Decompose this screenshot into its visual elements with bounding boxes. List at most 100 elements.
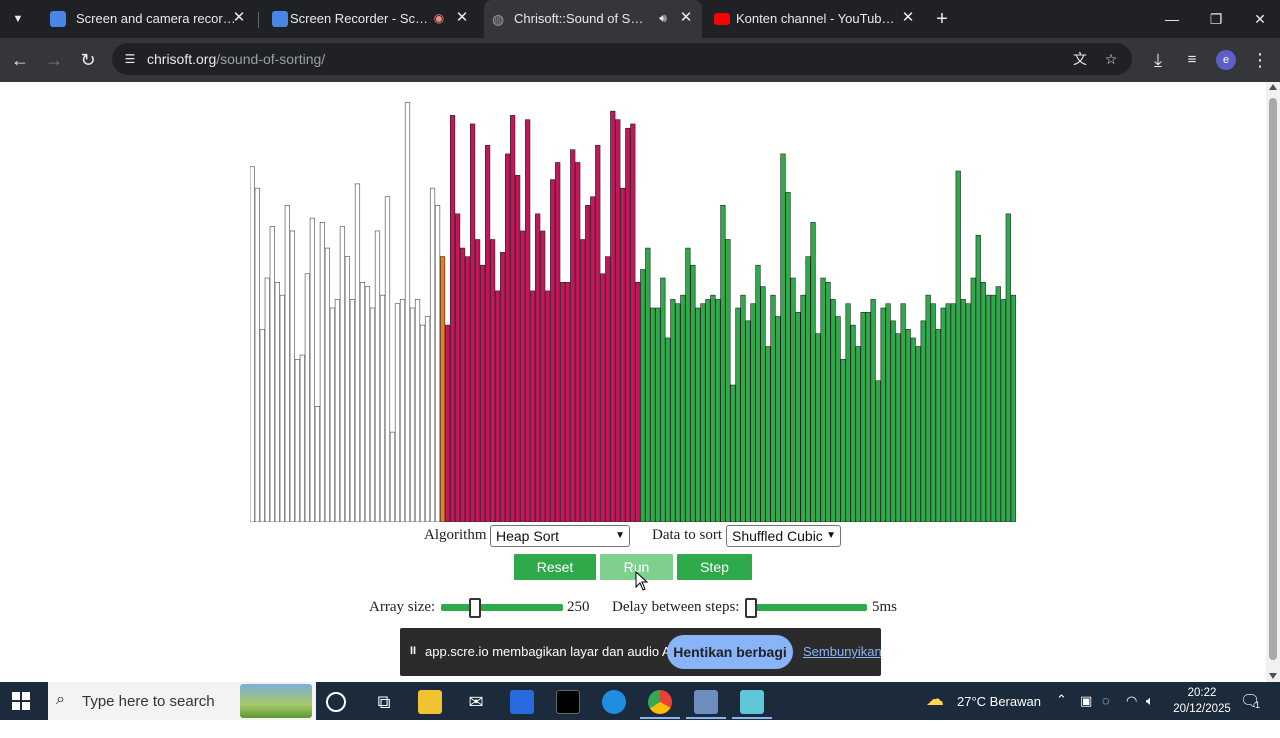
tab-youtube-studio[interactable]: Konten channel - YouTube Stud ✕ bbox=[706, 0, 926, 38]
close-tab-icon[interactable]: ✕ bbox=[679, 9, 693, 26]
sort-bar-unsorted bbox=[364, 286, 371, 522]
meet-now-icon[interactable]: ▣ bbox=[1080, 693, 1093, 708]
taskbar-clock[interactable]: 20:22 20/12/2025 bbox=[1172, 685, 1232, 717]
sort-bar-active bbox=[490, 239, 496, 522]
sort-bar-active bbox=[600, 273, 606, 522]
weather-icon[interactable]: ☁ bbox=[926, 689, 944, 709]
hide-share-bar-link[interactable]: Sembunyikan bbox=[803, 644, 882, 659]
delay-slider[interactable] bbox=[745, 598, 867, 618]
site-info-icon[interactable]: ☰ bbox=[124, 52, 136, 66]
algorithm-select-value: Heap Sort bbox=[496, 528, 560, 544]
tab-search-icon[interactable]: ▼ bbox=[12, 13, 24, 25]
notification-center-icon[interactable]: 🗨︎ bbox=[1240, 693, 1261, 710]
chrome-icon[interactable] bbox=[648, 690, 672, 714]
data-to-sort-select[interactable]: Shuffled Cubic ▼ bbox=[726, 525, 841, 547]
tab-sound-of-sorting[interactable]: ◍ Chrisoft::Sound of Sorting 🔊︎ ✕ bbox=[484, 0, 702, 38]
close-window-icon[interactable]: ✕ bbox=[1254, 11, 1266, 27]
sort-bar-active bbox=[615, 119, 621, 522]
sort-bar-sorted bbox=[690, 264, 696, 522]
sort-bar-unsorted bbox=[384, 196, 391, 522]
translate-icon[interactable]: 文 bbox=[1073, 51, 1087, 67]
sort-bar-active bbox=[459, 247, 466, 522]
sort-bar-sorted bbox=[790, 277, 796, 522]
sort-bar-unsorted bbox=[374, 230, 381, 522]
tab-title: Chrisoft::Sound of Sorting bbox=[514, 11, 644, 26]
sort-bar-sorted bbox=[665, 337, 671, 522]
sort-bar-active bbox=[570, 149, 576, 522]
close-tab-icon[interactable]: ✕ bbox=[455, 9, 469, 26]
close-tab-icon[interactable]: ✕ bbox=[901, 9, 915, 26]
scrollbar-thumb[interactable] bbox=[1269, 98, 1277, 660]
scroll-up-icon[interactable] bbox=[1269, 84, 1277, 90]
computer-app-icon[interactable] bbox=[694, 690, 718, 714]
sort-bar-active bbox=[565, 282, 571, 522]
wifi-icon[interactable]: ◠ bbox=[1126, 693, 1138, 708]
slider-knob[interactable] bbox=[468, 598, 481, 618]
store-icon[interactable] bbox=[510, 690, 534, 714]
sort-bar-active bbox=[464, 256, 471, 522]
url-text[interactable]: chrisoft.org/sound-of-sorting/ bbox=[147, 51, 326, 67]
sort-bar-active bbox=[610, 110, 616, 522]
cortana-icon[interactable] bbox=[326, 692, 346, 712]
algorithm-select[interactable]: Heap Sort ▼ bbox=[490, 525, 630, 547]
sort-bar-active bbox=[480, 264, 486, 522]
sort-bar-sorted bbox=[930, 303, 936, 522]
notepad-app-icon[interactable] bbox=[740, 690, 764, 714]
reset-button[interactable]: Reset bbox=[514, 554, 596, 580]
network-status-icon[interactable]: ◌ bbox=[1102, 693, 1110, 708]
mail-icon[interactable]: ✉ bbox=[468, 692, 484, 712]
reload-icon[interactable]: ↻ bbox=[80, 50, 96, 70]
new-tab-icon[interactable]: + bbox=[936, 8, 948, 30]
download-icon[interactable]: ⤓ bbox=[1154, 50, 1162, 70]
forward-arrow-icon[interactable]: → bbox=[45, 50, 63, 70]
stop-sharing-button[interactable]: Hentikan berbagi bbox=[667, 635, 793, 669]
step-button[interactable]: Step bbox=[677, 554, 752, 580]
capcut-icon[interactable] bbox=[556, 690, 580, 714]
more-menu-icon[interactable]: ⋮ bbox=[1251, 50, 1269, 70]
scroll-down-icon[interactable] bbox=[1269, 673, 1277, 679]
open-app-indicator bbox=[732, 717, 772, 719]
sort-bar-sorted bbox=[990, 294, 996, 522]
sort-bar-sorted bbox=[940, 307, 946, 522]
chevron-up-icon[interactable]: ⌃ bbox=[1056, 692, 1067, 707]
tab-screen-recorder[interactable]: Screen Recorder - Scre.io ◉ ✕ bbox=[260, 0, 480, 38]
sort-bar-sorted bbox=[935, 329, 941, 522]
edge-icon[interactable] bbox=[602, 690, 626, 714]
sort-bar-unsorted bbox=[344, 256, 351, 522]
windows-start-icon[interactable] bbox=[12, 692, 30, 710]
media-control-icon[interactable]: ≡ bbox=[1187, 51, 1197, 68]
tab-title: Screen Recorder - Scre.io bbox=[290, 11, 430, 26]
sort-bar-unsorted bbox=[334, 299, 341, 522]
file-explorer-icon[interactable] bbox=[418, 690, 442, 714]
slider-knob[interactable] bbox=[745, 598, 757, 618]
minimize-icon[interactable]: — bbox=[1165, 11, 1179, 27]
sort-bar-sorted bbox=[815, 333, 821, 522]
sort-bar-sorted bbox=[700, 303, 706, 522]
sort-bar-sorted bbox=[910, 337, 916, 522]
bookmark-star-icon[interactable]: ☆ bbox=[1104, 51, 1118, 67]
sort-bar-active bbox=[535, 213, 541, 522]
back-arrow-icon[interactable]: ← bbox=[11, 50, 29, 70]
volume-icon[interactable]: 🔈︎ bbox=[1146, 693, 1154, 708]
sort-bar-unsorted bbox=[329, 307, 336, 522]
sort-bar-unsorted bbox=[284, 204, 290, 522]
array-size-slider[interactable] bbox=[441, 598, 563, 618]
audio-playing-icon[interactable]: 🔊︎ bbox=[659, 11, 667, 25]
sort-bar-active bbox=[540, 230, 546, 522]
tab-separator bbox=[258, 12, 259, 28]
sort-bar-sorted bbox=[740, 294, 746, 522]
sort-bar-active bbox=[454, 213, 461, 522]
tab-screen-camera-recorder[interactable]: Screen and camera recorder - S ✕ bbox=[38, 0, 258, 38]
profile-avatar[interactable]: e bbox=[1216, 50, 1236, 70]
address-bar[interactable]: ☰ chrisoft.org/sound-of-sorting/ 文 ☆ bbox=[112, 43, 1132, 75]
weather-text[interactable]: 27°C Berawan bbox=[957, 694, 1041, 709]
task-view-icon[interactable]: ⧉ bbox=[377, 692, 391, 712]
restore-icon[interactable]: ❐ bbox=[1209, 11, 1223, 27]
sort-bar-active bbox=[530, 290, 536, 522]
chevron-down-icon: ▼ bbox=[826, 530, 836, 541]
page-scrollbar[interactable] bbox=[1266, 82, 1280, 682]
taskbar-search-box[interactable]: ⌕ Type here to search bbox=[48, 682, 316, 720]
sort-bar-unsorted bbox=[409, 307, 416, 522]
sort-bar-sorted bbox=[925, 294, 931, 522]
close-tab-icon[interactable]: ✕ bbox=[232, 9, 246, 26]
